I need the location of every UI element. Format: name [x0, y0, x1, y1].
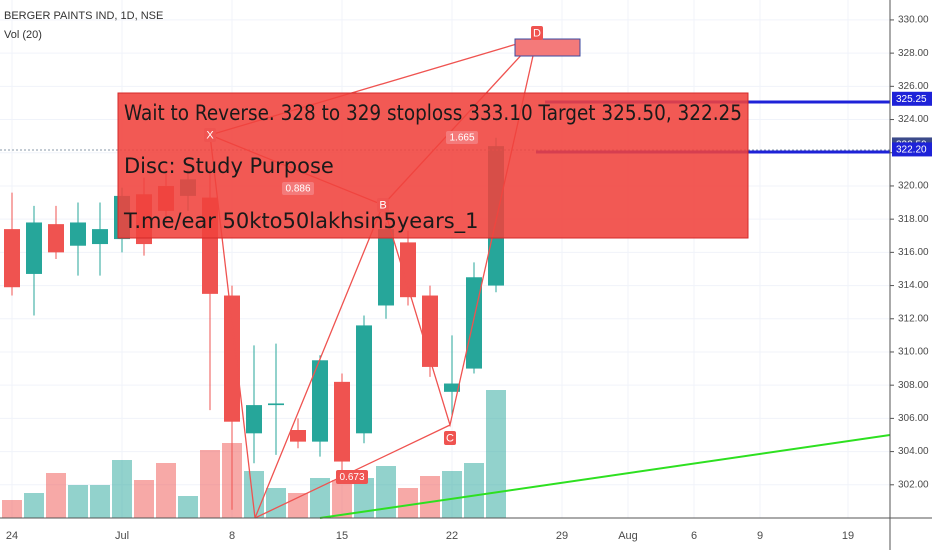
y-tick-label: 304.00	[898, 446, 929, 457]
volume-bar	[288, 493, 308, 518]
target-zone	[514, 38, 581, 57]
volume-bar	[24, 493, 44, 518]
pattern-label-bg	[377, 198, 389, 212]
y-tick-label: 328.00	[898, 48, 929, 59]
trend-line	[319, 434, 891, 519]
volume-bar	[178, 496, 198, 518]
candle-body	[26, 222, 42, 274]
y-tick-label: 318.00	[898, 214, 929, 225]
candle-body	[70, 222, 86, 246]
candle-body	[378, 229, 394, 306]
y-tick-label: 308.00	[898, 380, 929, 391]
x-tick-label: 19	[842, 530, 854, 542]
annotation-box	[117, 92, 749, 239]
price-tag-label: 322.20	[896, 145, 927, 156]
volume-bar	[464, 463, 484, 518]
volume-bar	[68, 485, 88, 518]
pattern-label: B	[379, 199, 386, 211]
ratio-label: 0.886	[285, 184, 310, 195]
y-tick-label: 320.00	[898, 181, 929, 192]
x-tick-label: 24	[6, 530, 18, 542]
pattern-label-bg	[444, 431, 456, 445]
candle-body	[290, 430, 306, 442]
volume-bar	[244, 471, 264, 518]
pattern-label-bg	[204, 128, 216, 142]
chart-title: BERGER PAINTS IND, 1D, NSE	[4, 10, 163, 22]
y-tick-label: 326.00	[898, 81, 929, 92]
volume-bar	[46, 473, 66, 518]
price-tag-label: 325.25	[896, 94, 927, 105]
volume-bar	[310, 478, 330, 518]
candle-body	[268, 403, 284, 406]
candle-body	[92, 229, 108, 245]
annotation-text: Disc: Study Purpose	[124, 154, 334, 178]
volume-bar	[90, 485, 110, 518]
ratio-bg	[282, 182, 314, 195]
y-tick-label: 316.00	[898, 247, 929, 258]
candle-body	[334, 381, 350, 462]
pattern-label: C	[446, 432, 454, 444]
pattern-label-group: X B C D 0.886 1.665 0.673	[204, 26, 543, 484]
volume-bar	[2, 500, 22, 518]
pattern-label: D	[533, 27, 541, 39]
x-tick-label: 6	[691, 530, 697, 542]
candle-body	[400, 242, 416, 298]
price-tag	[892, 91, 932, 106]
ratio-label: 0.673	[339, 472, 364, 483]
x-tick-label: Jul	[115, 530, 129, 542]
volume-bar	[332, 480, 352, 518]
volume-bar	[200, 450, 220, 518]
volume-bar	[156, 463, 176, 518]
y-tick-label: 324.00	[898, 114, 929, 125]
ratio-bg	[336, 470, 368, 484]
pattern-label-bg	[531, 26, 543, 40]
y-tick-label: 312.00	[898, 313, 929, 324]
x-tick-label: 15	[336, 530, 348, 542]
ratio-label: 1.665	[449, 133, 474, 144]
chart-subtitle: Vol (20)	[4, 29, 42, 41]
volume-bar	[112, 460, 132, 518]
volume-bar	[398, 488, 418, 518]
candle-body	[312, 360, 328, 442]
ratio-bg	[446, 131, 478, 144]
volume-bar	[266, 488, 286, 518]
y-tick-label: 314.00	[898, 280, 929, 291]
y-tick-label: 306.00	[898, 413, 929, 424]
volume-bar	[134, 480, 154, 518]
annotation-text: T.me/ear 50kto50lakhsin5years_1	[123, 209, 479, 234]
price-tag	[892, 142, 932, 157]
volume-bar	[442, 471, 462, 518]
volume-bar	[486, 390, 506, 518]
candle-body	[224, 295, 240, 422]
pattern-label: X	[206, 129, 214, 141]
volume-bar	[376, 466, 396, 518]
x-tick-label: 9	[757, 530, 763, 542]
candle-body	[444, 383, 460, 392]
annotation-text: Wait to Reverse. 328 to 329 stoploss 333…	[124, 101, 742, 125]
candle-body	[246, 405, 262, 434]
candle-body	[48, 224, 64, 253]
x-tick-label: 29	[556, 530, 568, 542]
x-tick-label: Aug	[618, 530, 638, 542]
y-tick-label: 302.00	[898, 479, 929, 490]
y-tick-label: 310.00	[898, 347, 929, 358]
candle-body	[422, 295, 438, 367]
volume-bar	[354, 478, 374, 518]
axis-layer: 302.00 304.00 306.00 308.00 310.00 312.00 314.…	[6, 15, 932, 542]
candle-body	[356, 325, 372, 434]
y-tick-label: 330.00	[898, 15, 929, 26]
volume-bar	[420, 476, 440, 518]
x-tick-label: 22	[446, 530, 458, 542]
candle-body	[4, 229, 20, 288]
x-tick-label: 8	[229, 530, 235, 542]
